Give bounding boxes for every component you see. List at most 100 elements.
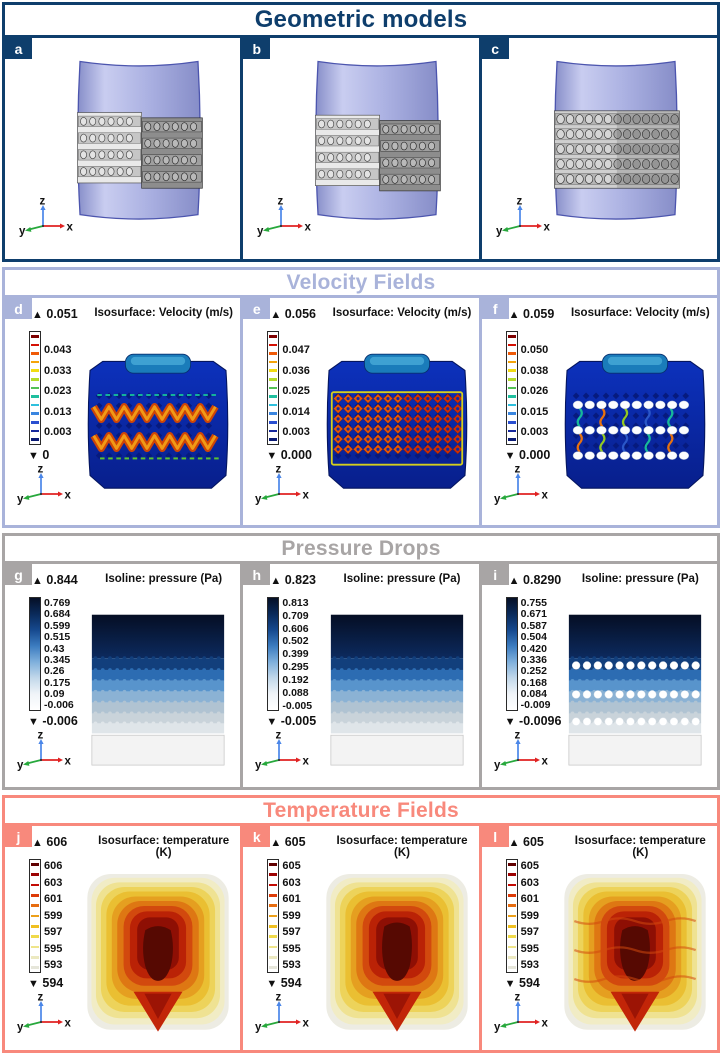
svg-text:x: x: [65, 490, 72, 502]
colorbar: 0.047 0.036 0.025 0.014 0.003: [267, 331, 310, 445]
legend-title: Isosurface: temperature (K): [98, 835, 230, 859]
colorbar-tick-label: 605: [520, 860, 540, 872]
colorbar-tick-label: 0.175: [44, 676, 71, 689]
svg-text:y: y: [494, 1022, 501, 1034]
panel-label-badge: j: [5, 826, 32, 847]
colorbar-color-line: [31, 914, 39, 918]
svg-text:y: y: [17, 760, 24, 772]
legend-min: ▼ 594: [266, 976, 301, 990]
colorbar-color-line: [269, 914, 278, 918]
colorbar-bar: [505, 597, 518, 711]
section-title: Temperature Fields: [263, 798, 459, 822]
legend-min: ▼ 594: [28, 976, 63, 990]
svg-text:z: z: [516, 196, 522, 208]
min-marker-icon: ▼: [266, 450, 278, 462]
colorbar-labels: 0.813 0.709 0.606 0.502 0.399 0.295 0.192 0.088…: [282, 597, 312, 711]
svg-text:z: z: [276, 730, 282, 742]
svg-text:z: z: [514, 730, 520, 742]
colorbar-tick-label: 0.036: [282, 364, 310, 377]
colorbar-tick-label: 0.587: [520, 619, 547, 632]
colorbar-bar: [29, 331, 41, 445]
svg-text:y: y: [494, 760, 501, 772]
colorbar-color-line: [269, 955, 278, 959]
colorbar-tick-label: 0.014: [282, 405, 310, 418]
colorbar-tick-label: 0.038: [520, 364, 549, 377]
min-marker-icon: ▼: [28, 978, 39, 990]
colorbar-tick-label: 0.671: [520, 608, 547, 621]
colorbar-tick-label: 0.026: [520, 385, 549, 397]
colorbar-color-line: [31, 352, 39, 355]
axis-triad-icon: z x y: [17, 730, 72, 772]
colorbar: 606 603 601 599 597 595 593: [29, 859, 62, 973]
panel-a: a z x y: [5, 38, 244, 259]
colorbar-color-line: [269, 395, 278, 398]
section-body: j ▲ 606 Isosurface: temperature (K) 606 6…: [5, 826, 717, 1050]
colorbar-color-line: [269, 893, 278, 897]
colorbar: 0.769 0.684 0.599 0.515 0.43 0.345 0.26 0.175 0.…: [29, 597, 74, 711]
svg-text:y: y: [17, 494, 24, 506]
section-title: Velocity Fields: [286, 270, 436, 294]
colorbar-tick-label: 0.515: [44, 631, 71, 644]
colorbar-color-line: [507, 438, 516, 441]
colorbar-color-line: [507, 360, 516, 364]
colorbar-tick-label: 0.015: [520, 405, 549, 418]
colorbar-tick-label: 0.399: [282, 648, 309, 661]
colorbar-color-line: [31, 343, 39, 347]
colorbar-tick-label: 0.709: [282, 609, 309, 622]
colorbar-color-line: [31, 893, 39, 897]
legend-max: ▲ 0.844: [32, 573, 78, 587]
section-title: Pressure Drops: [281, 536, 441, 560]
colorbar-color-line: [31, 429, 39, 433]
svg-text:y: y: [19, 226, 26, 238]
svg-text:y: y: [255, 494, 262, 506]
colorbar-color-line: [507, 429, 516, 433]
colorbar-color-line: [31, 955, 39, 959]
legend-title: Isosurface: Velocity (m/s): [332, 307, 472, 319]
colorbar-tick-label: 597: [282, 926, 301, 938]
colorbar-color-line: [507, 955, 516, 959]
legend-max-value: 0.059: [523, 307, 555, 321]
colorbar-color-line: [31, 924, 39, 928]
colorbar-labels: 0.047 0.036 0.025 0.014 0.003: [282, 331, 310, 445]
legend-max: ▲ 605: [509, 835, 544, 849]
axis-triad-icon: z x y: [494, 992, 549, 1034]
colorbar-tick-label: -0.009: [520, 699, 551, 712]
velocity-render: [88, 353, 229, 489]
colorbar-tick-label: 0.502: [282, 635, 309, 648]
colorbar-color-line: [31, 421, 39, 424]
legend-min: ▼ 0.000: [266, 448, 312, 462]
legend-min: ▼ 0: [28, 448, 49, 462]
colorbar-tick-label: 0.043: [44, 344, 72, 356]
colorbar-color-line: [31, 386, 39, 390]
colorbar-color-line: [507, 914, 516, 918]
legend-max: ▲ 0.059: [509, 307, 555, 321]
colorbar-color-line: [507, 883, 516, 887]
legend-max-value: 0.056: [284, 307, 316, 321]
panel-label-badge: b: [243, 38, 271, 59]
panel-label-badge: k: [243, 826, 271, 847]
colorbar-tick-label: 606: [44, 860, 63, 872]
colorbar-color-line: [507, 403, 516, 407]
colorbar-tick-label: 0.252: [520, 665, 547, 678]
colorbar-tick-label: 603: [282, 876, 301, 889]
section-header: Pressure Drops: [5, 536, 717, 564]
svg-text:x: x: [543, 222, 550, 234]
colorbar-color-line: [507, 904, 516, 907]
svg-text:z: z: [40, 196, 46, 208]
svg-text:x: x: [65, 1018, 72, 1030]
panel-label-badge: e: [243, 298, 271, 319]
section-header: Temperature Fields: [5, 798, 717, 826]
colorbar-tick-label: 597: [520, 926, 540, 938]
colorbar-color-line: [31, 335, 39, 338]
colorbar-tick-label: 601: [44, 893, 63, 905]
colorbar-color-line: [31, 935, 39, 938]
colorbar-color-line: [507, 945, 516, 949]
legend-max-value: 0.051: [46, 307, 78, 321]
svg-text:x: x: [303, 756, 310, 768]
colorbar-tick-label: -0.005: [282, 699, 313, 712]
colorbar-labels: 606 603 601 599 597 595 593: [44, 859, 62, 973]
axis-triad-icon: z x y: [255, 730, 310, 772]
legend-title: Isoline: pressure (Pa): [105, 573, 223, 585]
colorbar-tick-label: 0.43: [44, 642, 65, 655]
svg-text:x: x: [541, 490, 548, 502]
